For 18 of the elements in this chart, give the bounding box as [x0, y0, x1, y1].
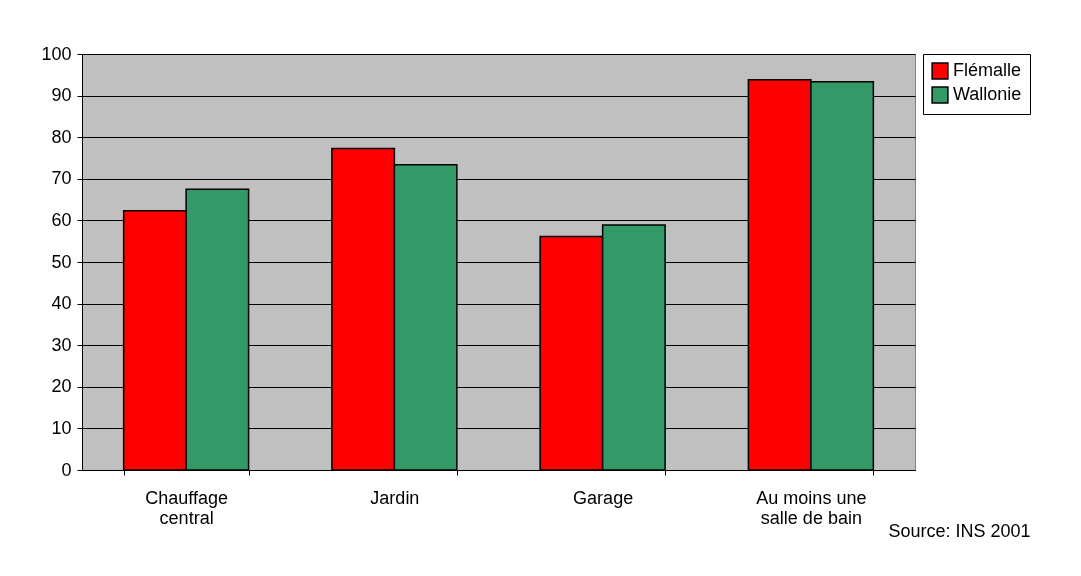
y-tick-label: 10 [51, 417, 72, 438]
y-tick-label: 80 [51, 126, 72, 147]
legend-label: Flémalle [953, 60, 1022, 80]
x-tick-label: Garage [573, 487, 634, 508]
x-tick-label: Jardin [370, 487, 420, 508]
y-tick-label: 100 [41, 43, 72, 64]
x-tick-label: Au moins une salle de bain [756, 487, 867, 528]
y-tick-label: 70 [51, 168, 72, 189]
y-tick-label: 40 [51, 293, 72, 314]
source-note: Source: INS 2001 [888, 521, 1031, 541]
y-tick-label: 90 [51, 85, 72, 106]
y-tick-label: 20 [51, 376, 72, 397]
y-tick-label: 30 [51, 334, 72, 355]
y-tick-label: 60 [51, 209, 72, 230]
legend-label: Wallonie [953, 84, 1022, 104]
y-tick-label: 0 [61, 459, 72, 480]
y-tick-label: 50 [51, 251, 72, 272]
x-tick-label: Chauffage central [145, 487, 228, 528]
